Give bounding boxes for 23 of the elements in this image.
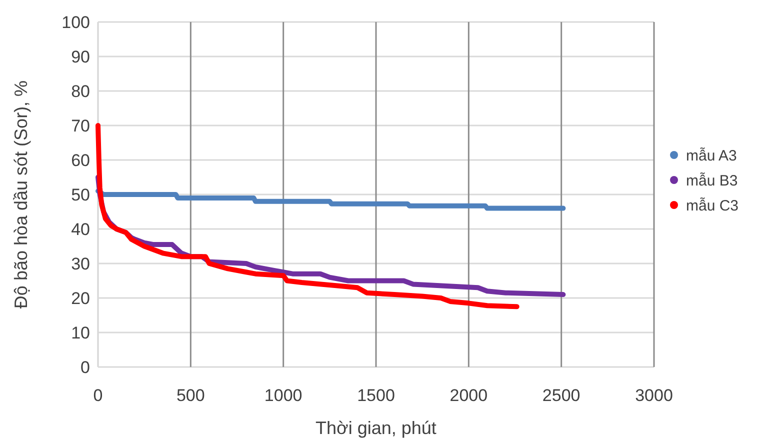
y-tick-label: 80 bbox=[71, 82, 90, 101]
y-tick-label: 60 bbox=[71, 150, 90, 170]
y-tick-label: 10 bbox=[71, 323, 90, 342]
x-tick-label: 0 bbox=[93, 386, 103, 405]
y-tick-label: 0 bbox=[80, 358, 90, 377]
y-tick-label: 20 bbox=[71, 288, 90, 308]
y-tick-label: 40 bbox=[71, 220, 90, 239]
y-tick-label: 90 bbox=[71, 47, 90, 66]
x-tick-label: 3000 bbox=[635, 386, 673, 405]
x-tick-label: 1000 bbox=[264, 386, 302, 405]
x-tick-label: 2500 bbox=[542, 386, 580, 405]
y-axis-title: Độ bão hòa dầu sót (Sor), % bbox=[11, 80, 31, 309]
x-tick-label: 2000 bbox=[450, 386, 488, 405]
y-tick-label: 30 bbox=[71, 254, 90, 274]
x-tick-label: 1500 bbox=[357, 386, 395, 405]
y-tick-label: 100 bbox=[62, 12, 90, 32]
x-tick-label: 500 bbox=[176, 386, 205, 405]
legend-label: mẫu C3 bbox=[686, 197, 739, 214]
y-tick-label: 50 bbox=[71, 185, 90, 204]
x-axis-title: Thời gian, phút bbox=[316, 418, 436, 438]
legend-label: mẫu B3 bbox=[686, 172, 738, 190]
legend-label: mẫu A3 bbox=[686, 147, 737, 164]
y-tick-label: 70 bbox=[71, 116, 90, 136]
